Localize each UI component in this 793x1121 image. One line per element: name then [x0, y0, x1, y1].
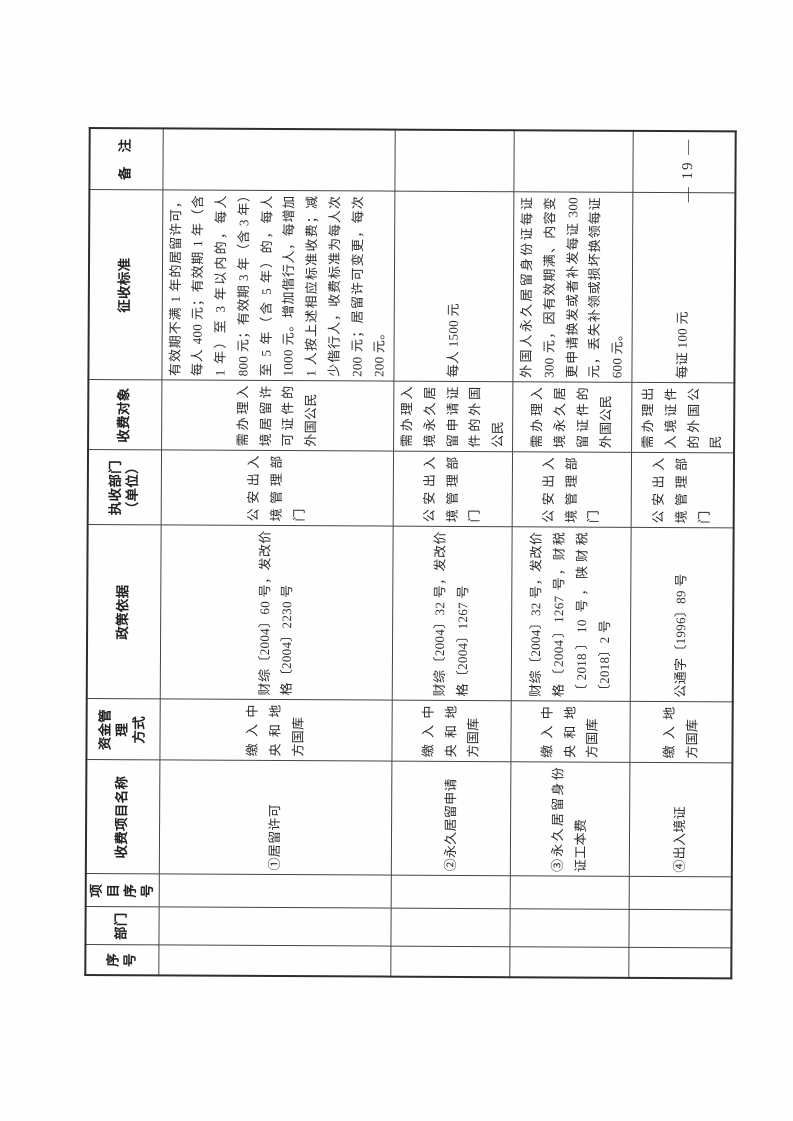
cell-collecting-department-row-3: 公安出入境管理部门 — [512, 452, 632, 528]
cell-item-no-row-3 — [510, 876, 630, 910]
col-header-fee-payer: 收费对象 — [88, 379, 162, 451]
cell-fee-standard-row-3: 外国人永久居留身份证每证 300 元，因有效期满、内容变更申请换发或者补发每证 … — [512, 192, 633, 383]
col-header-department: 部门 — [85, 906, 159, 946]
cell-serial-row-3 — [509, 947, 629, 978]
table-row-4: ④出入境证 缴入地方国库 公通字〔1996〕89 号公安出入境管理部门 需办理出入境证… — [628, 130, 736, 979]
cell-department-row-3 — [509, 909, 629, 948]
cell-remarks-row-3 — [513, 130, 633, 193]
table-body: ①居留许可 缴入中央和地方国库 财综〔2004〕60 号，发改价格〔2004〕223… — [158, 128, 736, 979]
col-header-fund-management: 资金管理 方式 — [86, 698, 160, 761]
col-header-item-name: 收费项目名称 — [85, 759, 160, 875]
col-header-policy-basis: 政策依据 — [86, 524, 161, 700]
page-number: — 19 — — [679, 137, 697, 203]
cell-fee-payer-row-1: 需办理入境居留许可证件的外国公民 — [161, 380, 394, 452]
table-row-1: ①居留许可 缴入中央和地方国库 财综〔2004〕60 号，发改价格〔2004〕223… — [158, 128, 396, 977]
cell-serial-row-1 — [158, 945, 391, 977]
col-header-collecting-department: 执收部门 （单位） — [87, 449, 162, 526]
cell-fee-payer-row-3: 需办理入境永久居留证件的外国公民 — [512, 382, 632, 453]
cell-collecting-department-row-4: 公安出入境管理部门 — [630, 452, 735, 529]
cell-item-name-row-1: ①居留许可 — [158, 760, 392, 876]
cell-fee-standard-row-2: 每人 1500 元 — [393, 191, 514, 383]
cell-item-no-row-1 — [158, 874, 392, 909]
cell-item-no-row-2 — [391, 875, 511, 910]
cell-item-name-row-2: ②永久居留申请 — [391, 761, 511, 877]
cell-fee-payer-row-2: 需办理入境永久居留申请证件的外国公民 — [393, 381, 513, 453]
cell-fund-management-row-1: 缴入中央和地方国库 — [159, 699, 393, 762]
table-row-2: ②永久居留申请 缴入中央和地方国库 财综〔2004〕32 号，发改价格〔2004〕1… — [390, 129, 515, 978]
cell-item-no-row-4 — [628, 876, 733, 911]
cell-item-name-row-4: ④出入境证 — [629, 762, 733, 878]
cell-department-row-1 — [158, 907, 392, 947]
cell-department-row-2 — [390, 908, 511, 948]
cell-fee-standard-row-1: 有效期不满 1 年的居留许可，每人 400 元；有效期 1 年（含 1 年）至 … — [161, 190, 395, 382]
cell-remarks-row-2 — [394, 129, 515, 193]
cell-collecting-department-row-2: 公安出入境管理部门 — [393, 451, 513, 528]
cell-policy-basis-row-1: 财综〔2004〕60 号，发改价格〔2004〕2230 号 — [159, 525, 394, 701]
col-header-item-no: 项目 序号 — [85, 873, 159, 908]
fee-items-table: 序号 部门 项目 序号 收费项目名称 资金管理 方式 政策依据 执收部门 （单位） 收费对象征… — [84, 126, 737, 980]
col-header-fee-standard: 征收标准 — [88, 189, 163, 381]
table-header-row: 序号 部门 项目 序号 收费项目名称 资金管理 方式 政策依据 执收部门 （单位） 收费对象征… — [85, 127, 163, 976]
cell-fund-management-row-4: 缴入地方国库 — [629, 701, 733, 764]
cell-remarks-row-1 — [162, 128, 396, 192]
cell-fee-payer-row-4: 需办理出入境证件的外国公民 — [631, 382, 735, 454]
col-header-serial: 序号 — [85, 944, 159, 976]
cell-fund-management-row-2: 缴入中央和地方国库 — [391, 700, 512, 763]
cell-collecting-department-row-1: 公安出入境管理部门 — [160, 450, 394, 527]
cell-department-row-4 — [628, 909, 732, 949]
cell-item-name-row-3: ③永久居留身份证工本费 — [510, 762, 630, 877]
cell-policy-basis-row-2: 财综〔2004〕32 号，发改价格〔2004〕1267 号 — [392, 526, 513, 702]
cell-serial-row-4 — [628, 947, 732, 979]
col-header-remarks: 备 注 — [89, 127, 163, 191]
cell-serial-row-2 — [390, 946, 510, 978]
rotated-landscape-sheet: 序号 部门 项目 序号 收费项目名称 资金管理 方式 政策依据 执收部门 （单位） 收费对象征… — [84, 126, 737, 980]
cell-fee-standard-row-4: 每证 100 元 — [631, 192, 736, 384]
table-row-3: ③永久居留身份证工本费 缴入中央和地方国库 财综〔2004〕32 号，发改价格〔20… — [509, 130, 633, 978]
cell-policy-basis-row-4: 公通字〔1996〕89 号 — [629, 527, 734, 703]
header-row: 序号 部门 项目 序号 收费项目名称 资金管理 方式 政策依据 执收部门 （单位） 收费对象征… — [85, 127, 163, 976]
cell-policy-basis-row-3: 财综〔2004〕32 号，发改价格〔2004〕1267 号，财税〔2018〕10… — [511, 527, 631, 702]
cell-fund-management-row-3: 缴入中央和地方国库 — [510, 701, 630, 763]
